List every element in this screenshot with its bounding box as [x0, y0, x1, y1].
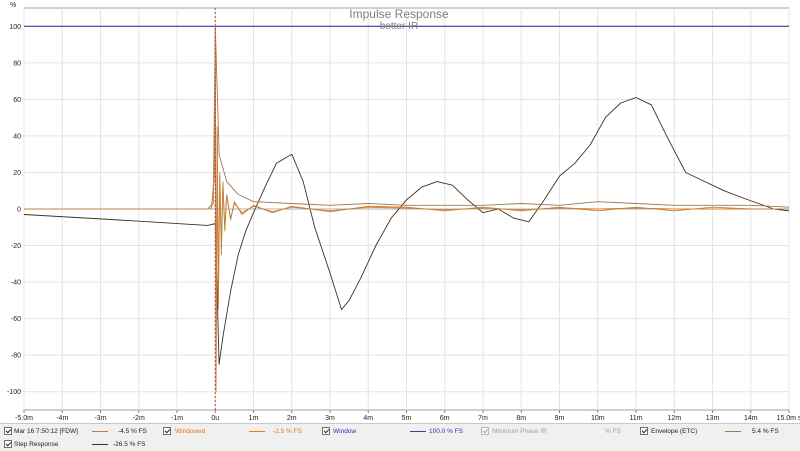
- legend-swatch-step-response: [92, 444, 108, 445]
- chart-title: Impulse Response: [349, 7, 449, 21]
- legend-label-envelope: Envelope (ETC): [651, 428, 698, 435]
- x-tick-label: 11m: [629, 415, 642, 422]
- series-line-envelope-etc: [24, 25, 790, 210]
- y-tick-label: 0: [17, 207, 21, 214]
- legend-value-minimum-phase: % FS: [605, 428, 621, 435]
- legend-bar: Mar 16 7:50:12 [FDW] -4.5 % FS Windowed …: [0, 423, 800, 451]
- envelope-checkbox[interactable]: [640, 427, 648, 435]
- legend-value-windowed: -2.5 % FS: [273, 428, 302, 435]
- chart-subtitle: better IR: [380, 21, 418, 32]
- x-tick-label: 5m: [402, 415, 412, 422]
- x-tick-label: 4m: [363, 415, 373, 422]
- legend-value-window: 100.0 % FS: [429, 428, 463, 435]
- x-tick-label: 2m: [287, 415, 297, 422]
- step-response-checkbox[interactable]: [4, 440, 12, 448]
- legend-value-measurement: -4.5 % FS: [118, 428, 147, 435]
- legend-label-window: Window: [333, 428, 357, 435]
- y-tick-label: 80: [13, 60, 21, 67]
- legend-label-windowed: Windowed: [175, 428, 206, 435]
- y-axis-unit-label: %: [10, 2, 16, 9]
- x-tick-label: 6m: [440, 415, 450, 422]
- minimum-phase-checkbox[interactable]: [481, 427, 489, 435]
- y-tick-label: 60: [13, 97, 21, 104]
- series-line-mar-16-7-50-12-fdw: [24, 29, 789, 393]
- x-tick-label: 1m: [249, 415, 259, 422]
- x-tick-label: 0u: [211, 415, 219, 422]
- x-tick-label: 3m: [325, 415, 335, 422]
- legend-label-minimum-phase: Minimum Phase IR: [492, 428, 547, 435]
- impulse-response-chart: -5.0m -4m -3m -2m -1m 0u 1m 2m 3m 4m 5m 6m 7m 8m 9m 10m…: [7, 2, 800, 422]
- series-line-step-response: [23, 97, 790, 365]
- legend-swatch-windowed: [249, 431, 265, 432]
- x-tick-label: 13m: [706, 415, 720, 422]
- x-tick-label: -5.0m: [15, 415, 33, 422]
- y-tick-label: -80: [11, 353, 21, 360]
- y-tick-label: -100: [7, 389, 21, 396]
- measurement-checkbox[interactable]: [4, 427, 12, 435]
- x-tick-label: 15.0m s: [777, 415, 800, 422]
- x-tick-label: 10m: [591, 415, 605, 422]
- x-tick-label: 14m: [744, 415, 758, 422]
- x-tick-label: -2m: [133, 415, 145, 422]
- legend-swatch-envelope: [725, 431, 741, 432]
- x-tick-label: 9m: [555, 415, 565, 422]
- x-tick-label: -1m: [171, 415, 183, 422]
- windowed-checkbox[interactable]: [163, 427, 171, 435]
- y-tick-label: 40: [13, 133, 21, 140]
- y-tick-label: -60: [11, 316, 21, 323]
- legend-label-measurement: Mar 16 7:50:12 [FDW]: [14, 428, 78, 435]
- x-tick-label: -3m: [94, 415, 106, 422]
- y-tick-label: 100: [9, 24, 21, 31]
- y-tick-label: 20: [13, 170, 21, 177]
- legend-value-envelope: 5.4 % FS: [752, 428, 779, 435]
- y-tick-label: -20: [11, 243, 21, 250]
- x-tick-label: 12m: [667, 415, 681, 422]
- legend-swatch-measurement: [92, 431, 108, 432]
- window-checkbox[interactable]: [322, 427, 330, 435]
- legend-value-step-response: -26.5 % FS: [113, 441, 146, 448]
- legend-swatch-window: [410, 431, 426, 432]
- y-tick-label: -40: [11, 280, 21, 287]
- x-tick-label: 7m: [478, 415, 488, 422]
- legend-label-step-response: Step Response: [14, 441, 59, 448]
- x-tick-label: -4m: [56, 415, 68, 422]
- x-tick-label: 8m: [516, 415, 526, 422]
